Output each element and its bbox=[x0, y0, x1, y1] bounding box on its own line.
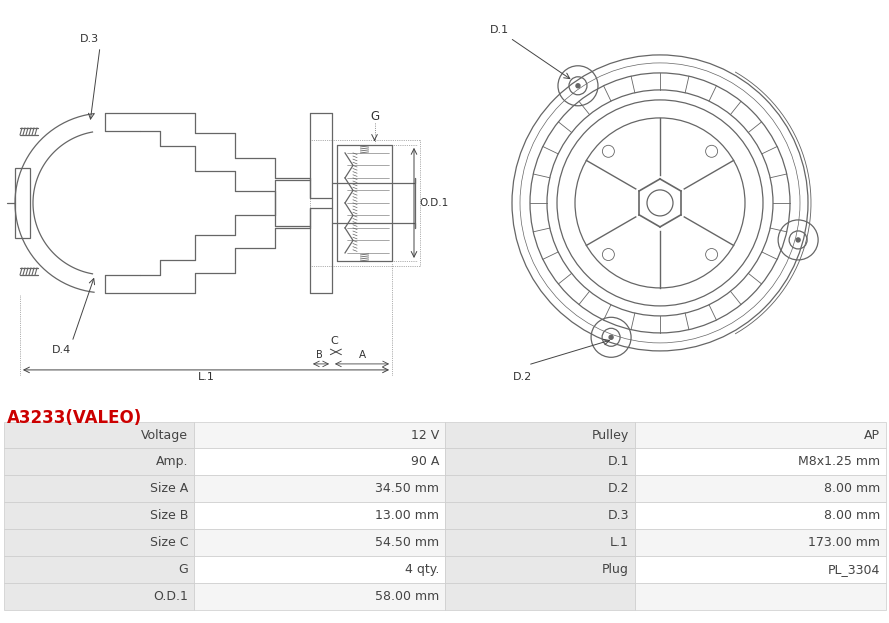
Text: O.D.1: O.D.1 bbox=[419, 198, 448, 208]
Text: A3233(VALEO): A3233(VALEO) bbox=[7, 409, 142, 427]
Text: Size C: Size C bbox=[149, 536, 188, 549]
Bar bbox=[4, 502, 194, 530]
Text: 90 A: 90 A bbox=[411, 455, 439, 468]
Bar bbox=[15, 168, 30, 238]
Text: D.3: D.3 bbox=[607, 509, 629, 522]
Text: O.D.1: O.D.1 bbox=[153, 590, 188, 603]
Bar bbox=[194, 475, 445, 502]
Text: 4 qty.: 4 qty. bbox=[404, 563, 439, 576]
Text: D.2: D.2 bbox=[607, 482, 629, 495]
Text: B: B bbox=[316, 350, 323, 360]
Text: PL_3304: PL_3304 bbox=[828, 563, 880, 576]
Bar bbox=[445, 530, 635, 556]
Text: Amp.: Amp. bbox=[156, 455, 188, 468]
Text: D.3: D.3 bbox=[80, 34, 100, 44]
Text: M8x1.25 mm: M8x1.25 mm bbox=[797, 455, 880, 468]
Bar bbox=[445, 422, 635, 449]
Bar bbox=[194, 502, 445, 530]
Text: D.1: D.1 bbox=[490, 25, 509, 35]
Text: 8.00 mm: 8.00 mm bbox=[824, 482, 880, 495]
Text: Size B: Size B bbox=[149, 509, 188, 522]
Text: Size A: Size A bbox=[149, 482, 188, 495]
Text: D.2: D.2 bbox=[513, 372, 533, 382]
Bar bbox=[4, 422, 194, 449]
Bar bbox=[194, 422, 445, 449]
Text: 58.00 mm: 58.00 mm bbox=[375, 590, 439, 603]
Text: 173.00 mm: 173.00 mm bbox=[808, 536, 880, 549]
Bar bbox=[194, 530, 445, 556]
Text: 13.00 mm: 13.00 mm bbox=[375, 509, 439, 522]
Text: 8.00 mm: 8.00 mm bbox=[824, 509, 880, 522]
Bar bbox=[4, 449, 194, 475]
Text: L.1: L.1 bbox=[610, 536, 629, 549]
Bar bbox=[445, 556, 635, 583]
Text: A: A bbox=[358, 350, 365, 360]
Text: G: G bbox=[370, 110, 379, 123]
Text: AP: AP bbox=[864, 429, 880, 442]
Text: 54.50 mm: 54.50 mm bbox=[375, 536, 439, 549]
Bar bbox=[635, 422, 886, 449]
Bar bbox=[445, 583, 635, 610]
Bar bbox=[4, 583, 194, 610]
Bar bbox=[445, 449, 635, 475]
Text: G: G bbox=[179, 563, 188, 576]
Bar bbox=[4, 475, 194, 502]
Bar bbox=[194, 556, 445, 583]
Bar bbox=[194, 583, 445, 610]
Bar bbox=[194, 449, 445, 475]
Bar bbox=[4, 556, 194, 583]
Circle shape bbox=[609, 335, 613, 340]
Text: C: C bbox=[331, 336, 339, 346]
Bar bbox=[445, 475, 635, 502]
Bar bbox=[635, 449, 886, 475]
Bar bbox=[635, 583, 886, 610]
Bar bbox=[635, 475, 886, 502]
Bar bbox=[635, 530, 886, 556]
Circle shape bbox=[797, 238, 800, 242]
Text: 12 V: 12 V bbox=[411, 429, 439, 442]
Bar bbox=[445, 502, 635, 530]
Text: 34.50 mm: 34.50 mm bbox=[375, 482, 439, 495]
Text: D.4: D.4 bbox=[52, 345, 71, 355]
Bar bbox=[635, 502, 886, 530]
Text: Plug: Plug bbox=[602, 563, 629, 576]
Bar bbox=[635, 556, 886, 583]
Text: Voltage: Voltage bbox=[141, 429, 188, 442]
Circle shape bbox=[576, 83, 580, 88]
Text: Pulley: Pulley bbox=[592, 429, 629, 442]
Text: D.1: D.1 bbox=[607, 455, 629, 468]
Text: L.1: L.1 bbox=[197, 372, 214, 382]
Bar bbox=[4, 530, 194, 556]
